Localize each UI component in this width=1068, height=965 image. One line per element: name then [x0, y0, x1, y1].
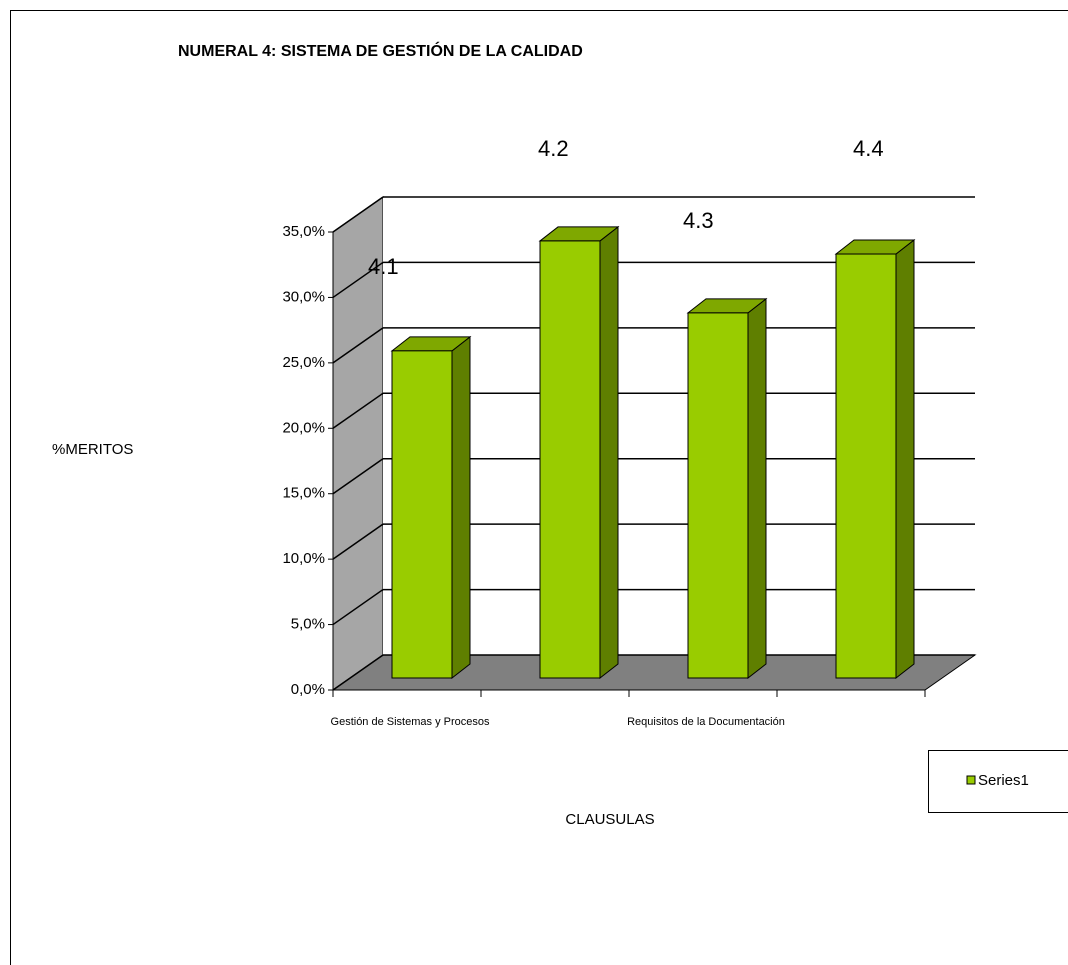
y-tick-label: 10,0%: [282, 550, 325, 567]
grid-line: [332, 196, 384, 233]
legend-swatch: [966, 775, 976, 785]
bar-side: [599, 225, 619, 680]
grid-line: [332, 261, 384, 299]
y-tick-label: 15,0%: [282, 485, 325, 502]
grid-line: [332, 654, 384, 691]
y-tick-label: 35,0%: [282, 223, 325, 240]
x-axis-title: CLAUSULAS: [565, 811, 654, 828]
grid-line: [332, 523, 384, 560]
bar: [835, 253, 897, 679]
grid-line: [332, 458, 384, 495]
chart-title: NUMERAL 4: SISTEMA DE GESTIÓN DE LA CALI…: [178, 41, 583, 60]
x-tick-label: Gestión de Sistemas y Procesos: [331, 716, 490, 728]
legend-box: [928, 750, 1068, 813]
x-tick-label: Requisitos de la Documentación: [627, 716, 785, 728]
annotation: 4.2: [538, 136, 569, 161]
y-tick-label: 25,0%: [282, 354, 325, 371]
bar-side: [895, 239, 915, 680]
legend-label: Series1: [978, 772, 1029, 789]
annotation: 4.4: [853, 136, 884, 161]
grid-line: [332, 588, 384, 626]
y-tick-label: 30,0%: [282, 288, 325, 305]
bar: [539, 240, 601, 679]
bar-side: [747, 297, 767, 680]
annotation: 4.1: [368, 254, 399, 279]
grid-line: [332, 327, 384, 364]
y-tick-label: 5,0%: [291, 616, 325, 633]
bar-side: [451, 335, 471, 680]
y-tick-label: 0,0%: [291, 681, 325, 698]
grid-line: [332, 392, 384, 429]
bar: [391, 350, 453, 679]
y-tick-label: 20,0%: [282, 419, 325, 436]
back-wall: [383, 197, 975, 655]
annotation: 4.3: [683, 208, 714, 233]
bar: [687, 312, 749, 679]
y-axis-title: %MERITOS: [52, 441, 133, 458]
